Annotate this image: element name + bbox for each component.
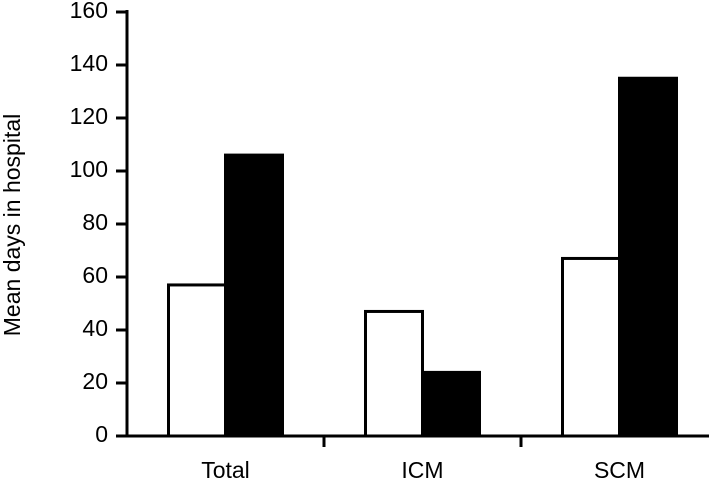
y-tick-label: 100 <box>70 156 108 182</box>
y-tick-label: 40 <box>82 315 108 341</box>
y-tick-label: 80 <box>82 209 108 235</box>
x-tick-label: Total <box>201 457 250 483</box>
y-axis-label: Mean days in hospital <box>0 114 25 336</box>
bar <box>618 76 678 438</box>
bar <box>364 309 424 438</box>
x-tick-label: SCM <box>594 457 645 483</box>
bar <box>421 370 481 438</box>
y-tick-label: 20 <box>82 368 108 394</box>
bar <box>167 283 227 438</box>
bar <box>224 153 284 438</box>
y-tick-label: 0 <box>95 421 108 447</box>
y-tick-label: 160 <box>70 0 108 23</box>
y-tick-label: 60 <box>82 262 108 288</box>
y-tick-label: 140 <box>70 50 108 76</box>
y-tick-label: 120 <box>70 103 108 129</box>
x-tick-label: ICM <box>401 457 443 483</box>
bar <box>561 256 621 438</box>
